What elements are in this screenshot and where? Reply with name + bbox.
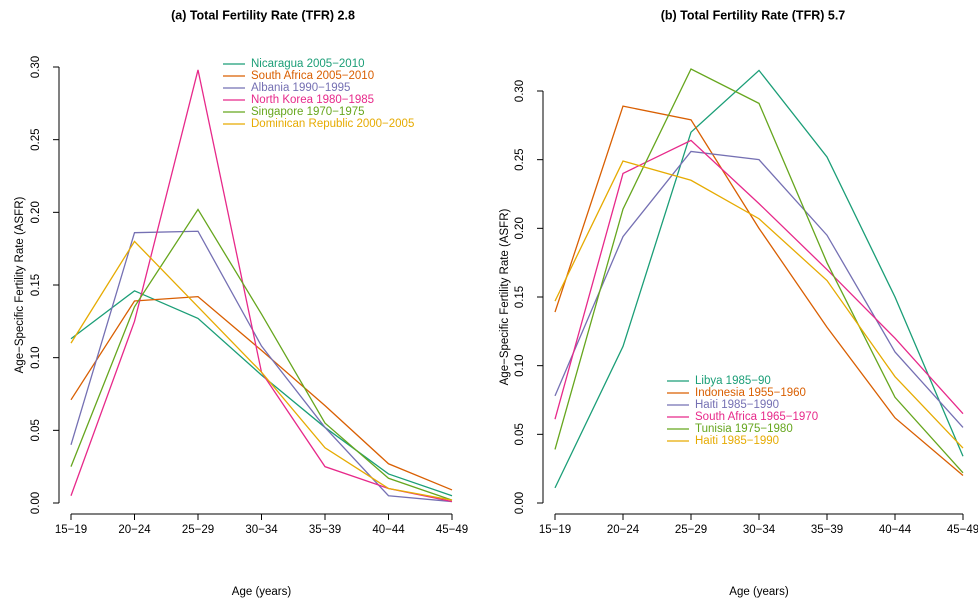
y-axis-label: Age−Specific Fertility Rate (ASFR) <box>499 208 511 385</box>
legend-label: South Africa 1965−1970 <box>695 411 818 423</box>
series-line <box>70 290 453 497</box>
legend-label: Albania 1990−1995 <box>251 82 350 94</box>
legend-label: Dominican Republic 2000−2005 <box>251 118 414 130</box>
legend-label: Indonesia 1955−1960 <box>695 387 806 399</box>
y-tick-label: 0.15 <box>30 274 42 296</box>
legend-label: South Africa 2005−2010 <box>251 70 374 82</box>
y-tick-label: 0.05 <box>514 423 526 445</box>
legend-label: Tunisia 1975−1980 <box>695 423 793 435</box>
y-tick-label: 0.25 <box>30 128 42 150</box>
series-line <box>70 230 453 503</box>
x-tick-label: 20−24 <box>118 524 151 536</box>
series-line <box>70 208 453 501</box>
y-tick-label: 0.20 <box>514 217 526 239</box>
series-line <box>554 105 964 477</box>
x-axis-label: Age (years) <box>232 586 292 598</box>
y-tick-label: 0.05 <box>30 419 42 441</box>
legend-label: Haiti 1985−1990 <box>695 435 779 447</box>
series-line <box>70 69 453 503</box>
legend-label: Nicaragua 2005−2010 <box>251 58 365 70</box>
x-tick-label: 45−49 <box>436 524 468 536</box>
series-line <box>554 69 964 489</box>
chart-title: (a) Total Fertility Rate (TFR) 2.8 <box>171 8 355 22</box>
x-tick-label: 40−44 <box>372 524 405 536</box>
y-tick-label: 0.10 <box>30 346 42 368</box>
y-tick-label: 0.30 <box>514 80 526 102</box>
y-axis-label: Age−Specific Fertility Rate (ASFR) <box>14 196 26 373</box>
y-tick-label: 0.10 <box>514 354 526 376</box>
y-tick-label: 0.30 <box>30 56 42 78</box>
x-tick-label: 15−19 <box>539 524 571 536</box>
legend-label: Singapore 1970−1975 <box>251 106 365 118</box>
series-line <box>70 240 453 501</box>
x-tick-label: 30−34 <box>245 524 278 536</box>
legend-label: Haiti 1985−1990 <box>695 399 779 411</box>
y-tick-label: 0.00 <box>514 492 526 514</box>
y-tick-label: 0.20 <box>30 201 42 223</box>
x-tick-label: 20−24 <box>607 524 640 536</box>
x-tick-label: 35−39 <box>811 524 843 536</box>
series-line <box>70 295 453 491</box>
series-line <box>554 160 964 449</box>
x-tick-label: 40−44 <box>879 524 912 536</box>
x-tick-label: 25−29 <box>675 524 707 536</box>
legend-label: Libya 1985−90 <box>695 375 771 387</box>
y-tick-label: 0.25 <box>514 148 526 170</box>
legend-label: North Korea 1980−1985 <box>251 94 374 106</box>
x-tick-label: 15−19 <box>55 524 87 536</box>
x-axis-label: Age (years) <box>729 586 789 598</box>
series-line <box>554 139 964 420</box>
chart-title: (b) Total Fertility Rate (TFR) 5.7 <box>661 8 846 22</box>
y-tick-label: 0.00 <box>30 492 42 514</box>
x-tick-label: 35−39 <box>309 524 341 536</box>
series-line <box>554 150 964 428</box>
x-tick-label: 45−49 <box>947 524 978 536</box>
y-tick-label: 0.15 <box>514 286 526 308</box>
x-tick-label: 30−34 <box>743 524 776 536</box>
x-tick-label: 25−29 <box>182 524 214 536</box>
series-line <box>554 68 964 474</box>
